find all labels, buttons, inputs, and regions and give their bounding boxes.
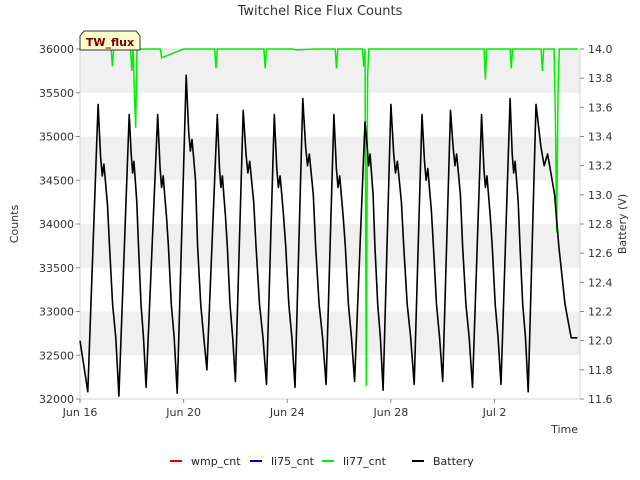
series-li77-cnt-line xyxy=(87,48,578,386)
y2-tick-label: 12.8 xyxy=(588,218,613,231)
legend-label-li77-cnt: li77_cnt xyxy=(343,455,387,468)
x-tick-label: Jun 20 xyxy=(165,406,201,419)
grid-band xyxy=(80,92,580,137)
y-axis-title: Counts xyxy=(8,205,21,244)
y-tick-label: 32500 xyxy=(39,349,74,362)
y2-tick-label: 12.4 xyxy=(588,276,613,289)
y-tick-label: 34500 xyxy=(39,174,74,187)
legend: wmp_cnt li75_cnt li77_cnt Battery xyxy=(170,455,474,468)
y2-tick-label: 13.6 xyxy=(588,101,613,114)
legend-label-wmp-cnt: wmp_cnt xyxy=(191,455,241,468)
grid-band xyxy=(80,311,580,356)
y2-tick-label: 12.6 xyxy=(588,247,613,260)
x-tick-label: Jun 16 xyxy=(62,406,98,419)
y2-tick-label: 11.8 xyxy=(588,364,613,377)
x-tick-label: Jun 24 xyxy=(269,406,305,419)
y-axis-right: 11.6 11.8 12.0 12.2 12.4 12.6 12.8 13.0 13.2 13.4… xyxy=(580,43,613,406)
legend-label-battery: Battery xyxy=(433,455,474,468)
y2-tick-label: 11.6 xyxy=(588,393,613,406)
y-tick-label: 32000 xyxy=(39,393,74,406)
y2-axis-title: Battery (V) xyxy=(616,194,629,254)
grid-band xyxy=(80,49,580,93)
y2-tick-label: 12.0 xyxy=(588,335,613,348)
x-tick-label: Jun 28 xyxy=(373,406,409,419)
y2-tick-label: 13.4 xyxy=(588,131,613,144)
x-tick-label: Jul 2 xyxy=(482,406,507,419)
y2-tick-label: 13.0 xyxy=(588,189,613,202)
grid-band xyxy=(80,355,580,399)
y-tick-label: 34000 xyxy=(39,218,74,231)
y-tick-label: 33500 xyxy=(39,262,74,275)
y-tick-label: 33000 xyxy=(39,306,74,319)
series-layer xyxy=(79,48,578,397)
x-axis-title: Time xyxy=(550,423,578,436)
station-badge-box xyxy=(79,30,141,51)
y-tick-label: 36000 xyxy=(39,43,74,56)
legend-label-li75-cnt: li75_cnt xyxy=(271,455,315,468)
y2-tick-label: 14.0 xyxy=(588,43,613,56)
series-battery-line xyxy=(79,74,578,397)
y2-tick-label: 13.8 xyxy=(588,72,613,85)
station-badge-label: TW_flux xyxy=(86,36,134,49)
y2-tick-label: 13.2 xyxy=(588,160,613,173)
grid-band xyxy=(80,136,580,181)
y-axis-left: 32000 32500 33000 33500 34000 34500 35000 35500… xyxy=(39,43,80,406)
chart-title: Twitchel Rice Flux Counts xyxy=(237,4,403,19)
station-badge: TW_flux xyxy=(79,30,141,51)
y2-tick-label: 12.2 xyxy=(588,306,613,319)
y-tick-label: 35500 xyxy=(39,87,74,100)
y-tick-label: 35000 xyxy=(39,131,74,144)
x-axis: Jun 16 Jun 20 Jun 24 Jun 28 Jul 2 xyxy=(62,399,507,419)
